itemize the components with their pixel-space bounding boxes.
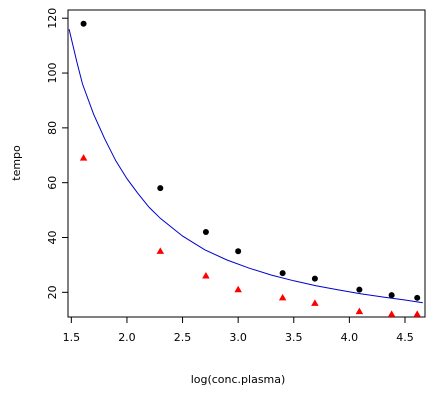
point-series-1 [279, 270, 286, 277]
point-series-2 [413, 310, 421, 317]
x-tick-label: 2.5 [174, 331, 192, 344]
point-series-1 [311, 275, 318, 282]
point-series-1 [414, 294, 421, 301]
x-axis: 1.5 2.0 2.5 3.0 3.5 4.0 4.5 [63, 317, 414, 344]
x-axis-label: log(conc.plasma) [191, 373, 286, 386]
y-axis-label: tempo [10, 145, 23, 181]
y-tick-label: 40 [46, 231, 59, 245]
x-tick-label: 4.5 [396, 331, 414, 344]
point-series-2 [202, 271, 210, 279]
point-series-2 [156, 247, 165, 254]
x-tick-label: 3.5 [285, 331, 303, 344]
point-series-1 [356, 286, 363, 293]
plot-frame [67, 9, 426, 318]
y-tick-label: 100 [46, 63, 59, 84]
point-series-1 [157, 185, 164, 192]
y-tick-label: 80 [46, 121, 59, 135]
point-series-2 [355, 307, 364, 315]
y-tick-label: 60 [46, 176, 59, 190]
x-tick-label: 3.0 [229, 331, 247, 344]
point-series-1 [235, 248, 242, 255]
y-tick-label: 120 [46, 8, 59, 29]
point-series-1 [388, 292, 395, 299]
point-series-2 [387, 310, 396, 317]
x-tick-label: 1.5 [63, 331, 81, 344]
point-series-2 [278, 293, 287, 301]
y-tick-label: 20 [46, 285, 59, 299]
x-tick-label: 4.0 [341, 331, 359, 344]
fitted-curve-layer [68, 29, 423, 304]
point-series-2 [79, 154, 88, 161]
point-series-2 [234, 285, 242, 293]
x-tick-label: 2.0 [118, 331, 136, 344]
points-layer [79, 20, 421, 317]
fitted-curve [68, 29, 423, 304]
point-series-1 [80, 20, 87, 27]
point-series-1 [202, 229, 209, 236]
y-axis: 20 40 60 80 100 120 [46, 8, 68, 299]
point-series-2 [311, 299, 319, 306]
